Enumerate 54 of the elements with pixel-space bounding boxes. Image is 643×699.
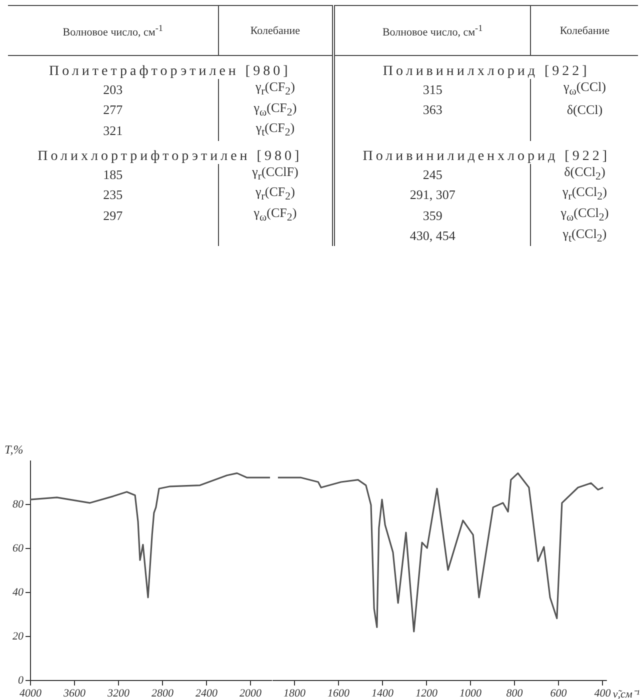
x-tick-label: 4000 <box>20 688 42 699</box>
x-tick-label: 2400 <box>196 688 218 699</box>
text: 359 <box>333 204 531 226</box>
x-tick-label: 2800 <box>152 688 174 699</box>
text: Колебание <box>218 6 334 56</box>
y-tick-label: 60 <box>12 542 24 554</box>
x-tick-label: 800 <box>506 687 524 699</box>
y-axis-title: T,% <box>4 442 24 456</box>
text: γ$_{t}$(CCl$_{2}$) <box>530 226 638 246</box>
text: γ$_{ω}$(CCl) <box>530 79 638 100</box>
x-tick-label: 1400 <box>372 687 394 699</box>
text: 245 <box>333 164 531 184</box>
text: δ(CCl$_{2}$) <box>530 164 638 184</box>
x-axis-title: ν̃,см⁻¹ <box>612 688 640 699</box>
text: 185 <box>102 166 124 184</box>
text: Политетрафторэтилен [980] <box>48 63 292 79</box>
text: γ$_{r}$(CF$_{2}$) <box>218 79 334 100</box>
text: 315 <box>333 79 531 100</box>
text: Поливинилиденхлорид [922] <box>333 140 638 164</box>
text: 363 <box>333 100 531 120</box>
x-tick-label: 2000 <box>240 688 262 699</box>
text: 291, 307 <box>333 184 531 205</box>
y-tick-label: 80 <box>12 498 24 510</box>
text: γ$_{ω}$(CCl$_{2}$) <box>530 204 638 226</box>
text: γ$_{r}$(CClF) <box>218 164 334 184</box>
line-series <box>29 472 271 598</box>
x-tick-label: 1800 <box>284 687 306 699</box>
text: γ$_{ω}$(CF$_{2}$) <box>218 100 334 120</box>
text: 277 <box>102 101 124 120</box>
text: γ$_{t}$(CF$_{2}$) <box>218 120 334 141</box>
y-tick-label: 40 <box>12 586 24 598</box>
text: 235 <box>102 186 124 204</box>
text: Волновое число, см$^{-1}$ <box>8 6 218 56</box>
text: Волновое число, см$^{-1}$ <box>333 6 531 56</box>
text: δ(CCl) <box>530 100 638 120</box>
y-tick-label: 20 <box>12 630 24 642</box>
text: 321 <box>102 122 124 140</box>
x-tick-label: 3200 <box>106 688 130 699</box>
text: Поливинилхлорид [922] <box>333 56 638 79</box>
text: γ$_{r}$(CCl$_{2}$) <box>530 184 638 205</box>
x-tick-label: 1000 <box>460 687 482 699</box>
text: Полихлортрифторэтилен [980] <box>36 148 304 164</box>
x-tick-label: 400 <box>594 687 612 699</box>
text: γ$_{r}$(CF$_{2}$) <box>218 184 334 205</box>
y-tick-label: 0 <box>18 674 24 686</box>
x-tick-label: 1600 <box>328 687 350 699</box>
text: 203 <box>102 80 124 99</box>
x-tick-label: 600 <box>550 687 568 699</box>
text: Колебание <box>530 6 638 56</box>
x-tick-label: 3600 <box>62 688 86 699</box>
text: γ$_{ω}$(CF$_{2}$) <box>218 204 334 226</box>
x-tick-label: 1200 <box>416 687 438 699</box>
text: 297 <box>102 206 124 225</box>
text: 430, 454 <box>333 226 531 246</box>
